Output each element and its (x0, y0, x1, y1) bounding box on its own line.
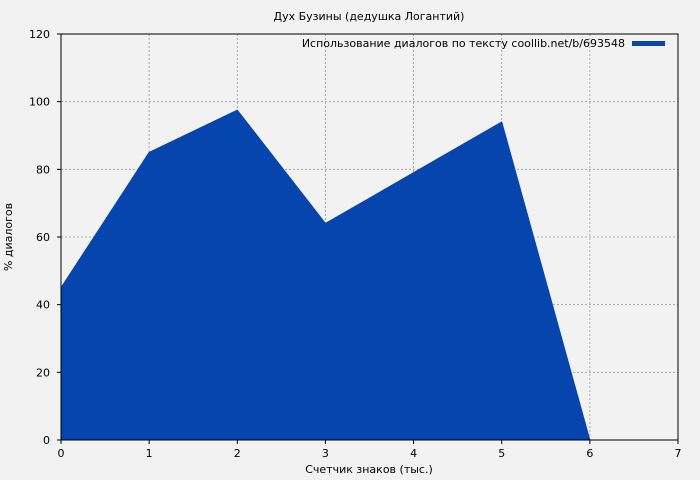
y-axis-label: % диалогов (2, 203, 15, 271)
y-axis-ticks: 0 20 40 60 80 100 120 (29, 28, 61, 447)
y-tick-label: 60 (36, 231, 50, 244)
legend-label: Использование диалогов по тексту coollib… (302, 37, 625, 50)
area-layer (60, 109, 591, 441)
y-tick-label: 0 (43, 434, 50, 447)
x-axis-ticks: 0 1 2 3 4 5 6 7 (58, 440, 682, 460)
x-tick-label: 4 (410, 447, 417, 460)
legend-swatch (632, 41, 665, 46)
x-tick-label: 3 (322, 447, 329, 460)
x-tick-label: 7 (675, 447, 682, 460)
x-tick-label: 6 (586, 447, 593, 460)
x-tick-label: 2 (234, 447, 241, 460)
legend: Использование диалогов по тексту coollib… (302, 37, 665, 50)
x-axis-label: Счетчик знаков (тыс.) (305, 463, 433, 476)
y-tick-label: 40 (36, 299, 50, 312)
x-tick-label: 1 (146, 447, 153, 460)
y-tick-label: 20 (36, 366, 50, 379)
y-tick-label: 80 (36, 163, 50, 176)
y-tick-label: 120 (29, 28, 50, 41)
chart-title: Дух Бузины (дедушка Логантий) (274, 10, 465, 23)
x-tick-label: 5 (498, 447, 505, 460)
y-tick-label: 100 (29, 96, 50, 109)
x-tick-label: 0 (58, 447, 65, 460)
